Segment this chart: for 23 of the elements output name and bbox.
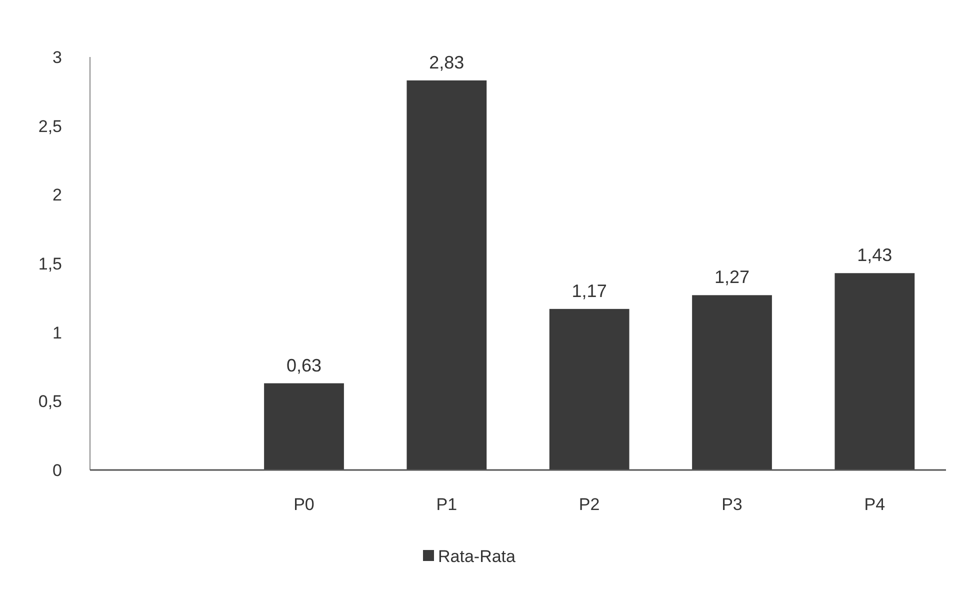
legend-label: Rata-Rata	[438, 546, 516, 566]
x-tick-label: P0	[294, 495, 314, 514]
data-label: 1,27	[714, 267, 750, 288]
bar	[264, 383, 344, 470]
y-tick-label: 1,5	[38, 254, 62, 274]
y-tick-label: 3	[52, 48, 62, 67]
data-label: 0,63	[286, 355, 322, 376]
bar	[834, 273, 915, 470]
bar	[406, 80, 487, 470]
y-tick-label: 2	[52, 186, 62, 205]
bar	[692, 295, 772, 470]
y-tick-label: 0,5	[38, 392, 62, 412]
y-tick-label: 1	[52, 323, 62, 342]
y-tick-label: 0	[52, 460, 62, 480]
data-label: 1,17	[572, 280, 607, 301]
bar	[549, 308, 630, 470]
data-label: 2,83	[429, 52, 464, 72]
x-tick-label: P1	[436, 495, 458, 514]
x-tick-label: P4	[864, 495, 886, 514]
data-label: 1,43	[857, 245, 892, 266]
x-tick-label: P3	[722, 495, 742, 514]
x-tick-label: P2	[578, 495, 600, 514]
y-tick-label: 2,5	[38, 116, 62, 136]
